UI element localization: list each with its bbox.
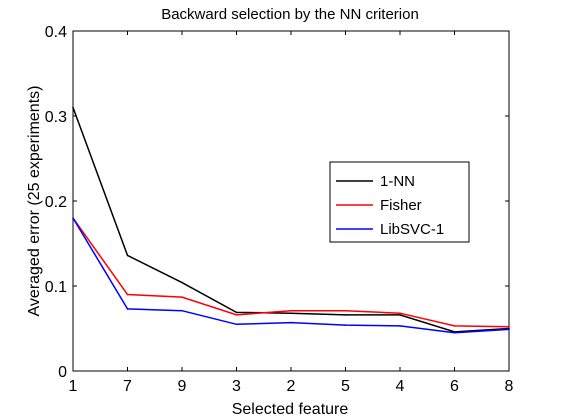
data-point — [290, 309, 292, 312]
data-point — [235, 311, 238, 314]
data-point — [344, 309, 347, 312]
x-tick-label: 5 — [341, 378, 350, 395]
y-tick-label: 0.3 — [45, 109, 67, 126]
data-point — [344, 314, 347, 316]
x-tick-label: 1 — [69, 378, 78, 395]
y-tick-label: 0 — [58, 364, 67, 381]
data-point — [181, 281, 183, 284]
x-tick-label: 8 — [505, 378, 514, 395]
chart-title: Backward selection by the NN criterion — [161, 6, 419, 23]
legend: 1-NN Fisher LibSVC-1 — [329, 161, 470, 243]
x-tick-label: 6 — [450, 378, 459, 395]
y-tick-label: 0.1 — [45, 279, 67, 296]
x-tick-label: 4 — [396, 378, 405, 395]
data-point — [126, 308, 129, 310]
data-point — [126, 254, 129, 257]
data-point — [235, 314, 238, 316]
y-tick-label: 0.2 — [45, 194, 67, 211]
legend-label: Fisher — [380, 197, 422, 214]
x-tick-label: 2 — [287, 378, 296, 395]
data-point — [290, 312, 292, 315]
data-point — [399, 314, 401, 316]
axis-ticks: 1 7 9 3 2 5 4 6 8 0 0.1 0.2 0.3 0.4 — [45, 24, 514, 395]
data-point — [235, 323, 238, 326]
data-point — [126, 293, 129, 296]
data-point — [453, 331, 456, 334]
data-point — [290, 321, 292, 324]
data-point — [508, 326, 510, 328]
legend-label: LibSVC-1 — [380, 221, 444, 238]
data-point — [181, 296, 183, 298]
data-point — [508, 328, 510, 331]
x-tick-label: 7 — [123, 378, 132, 395]
data-point — [399, 312, 401, 315]
y-tick-label: 0.4 — [45, 24, 67, 41]
data-point — [72, 106, 74, 109]
series-lines — [72, 106, 510, 334]
data-point — [399, 325, 401, 327]
data-point — [72, 217, 74, 219]
x-axis-label: Selected feature — [232, 401, 349, 418]
x-tick-label: 3 — [232, 378, 241, 395]
legend-label: 1-NN — [380, 173, 415, 190]
data-point — [344, 324, 347, 326]
x-tick-label: 9 — [178, 378, 187, 395]
data-point — [453, 325, 456, 327]
y-axis-label: Averaged error (25 experiments) — [26, 86, 43, 317]
data-point — [181, 309, 183, 312]
